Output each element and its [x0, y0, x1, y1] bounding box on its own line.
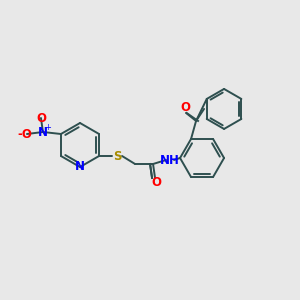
- Text: -O: -O: [17, 128, 32, 140]
- Text: O: O: [151, 176, 161, 188]
- Text: N: N: [75, 160, 85, 173]
- Text: N: N: [38, 125, 48, 139]
- Text: O: O: [180, 101, 190, 114]
- Text: O: O: [36, 112, 46, 124]
- Text: S: S: [113, 149, 121, 163]
- Text: NH: NH: [160, 154, 180, 166]
- Text: +: +: [44, 124, 51, 133]
